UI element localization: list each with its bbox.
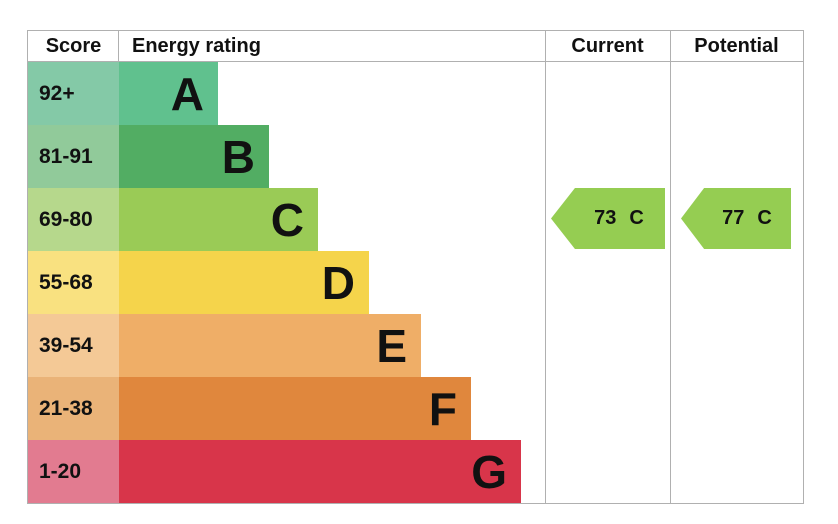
epc-rating-chart: Score Energy rating Current Potential 92… [27, 30, 804, 504]
score-column-header: Score [45, 34, 102, 57]
band-row-g: 1-20 G [28, 440, 803, 503]
potential-rating-band-letter: C [757, 207, 772, 229]
score-range-b: 81-91 [28, 125, 119, 188]
band-letter-f: F [428, 382, 457, 435]
current-rating-value: 73 [594, 207, 617, 229]
band-bar-b: B [119, 125, 269, 188]
band-bar-f: F [119, 377, 471, 440]
band-row-e: 39-54 E [28, 314, 803, 377]
band-rows: 92+ A 81-91 B 69-80 C 55-68 D 39-54 [28, 62, 803, 503]
potential-column-header: Potential [694, 34, 779, 57]
score-range-g: 1-20 [28, 440, 119, 503]
band-row-c: 69-80 C [28, 188, 803, 251]
band-row-f: 21-38 F [28, 377, 803, 440]
potential-rating-arrow: 77 C [681, 188, 791, 249]
energy-rating-column-header: Energy rating [132, 34, 261, 57]
band-bar-g: G [119, 440, 521, 503]
band-letter-d: D [321, 256, 355, 309]
band-letter-b: B [221, 130, 255, 183]
band-letter-g: G [471, 445, 507, 498]
current-potential-divider [670, 31, 671, 503]
rating-current-divider [545, 31, 546, 503]
current-rating-band-letter: C [629, 207, 644, 229]
score-rating-divider [118, 31, 119, 62]
band-bar-c: C [119, 188, 318, 251]
band-row-d: 55-68 D [28, 251, 803, 314]
score-range-f: 21-38 [28, 377, 119, 440]
band-letter-a: A [170, 67, 204, 120]
band-bar-a: A [119, 62, 218, 125]
potential-rating-value: 77 [722, 207, 745, 229]
score-range-d: 55-68 [28, 251, 119, 314]
score-range-c: 69-80 [28, 188, 119, 251]
band-bar-e: E [119, 314, 421, 377]
band-letter-c: C [270, 193, 304, 246]
band-bar-d: D [119, 251, 369, 314]
band-row-b: 81-91 B [28, 125, 803, 188]
current-rating-arrow: 73 C [551, 188, 665, 249]
band-letter-e: E [376, 319, 407, 372]
current-column-header: Current [571, 34, 644, 57]
score-range-e: 39-54 [28, 314, 119, 377]
score-range-a: 92+ [28, 62, 119, 125]
band-row-a: 92+ A [28, 62, 803, 125]
table-header: Score Energy rating Current Potential [28, 31, 803, 62]
